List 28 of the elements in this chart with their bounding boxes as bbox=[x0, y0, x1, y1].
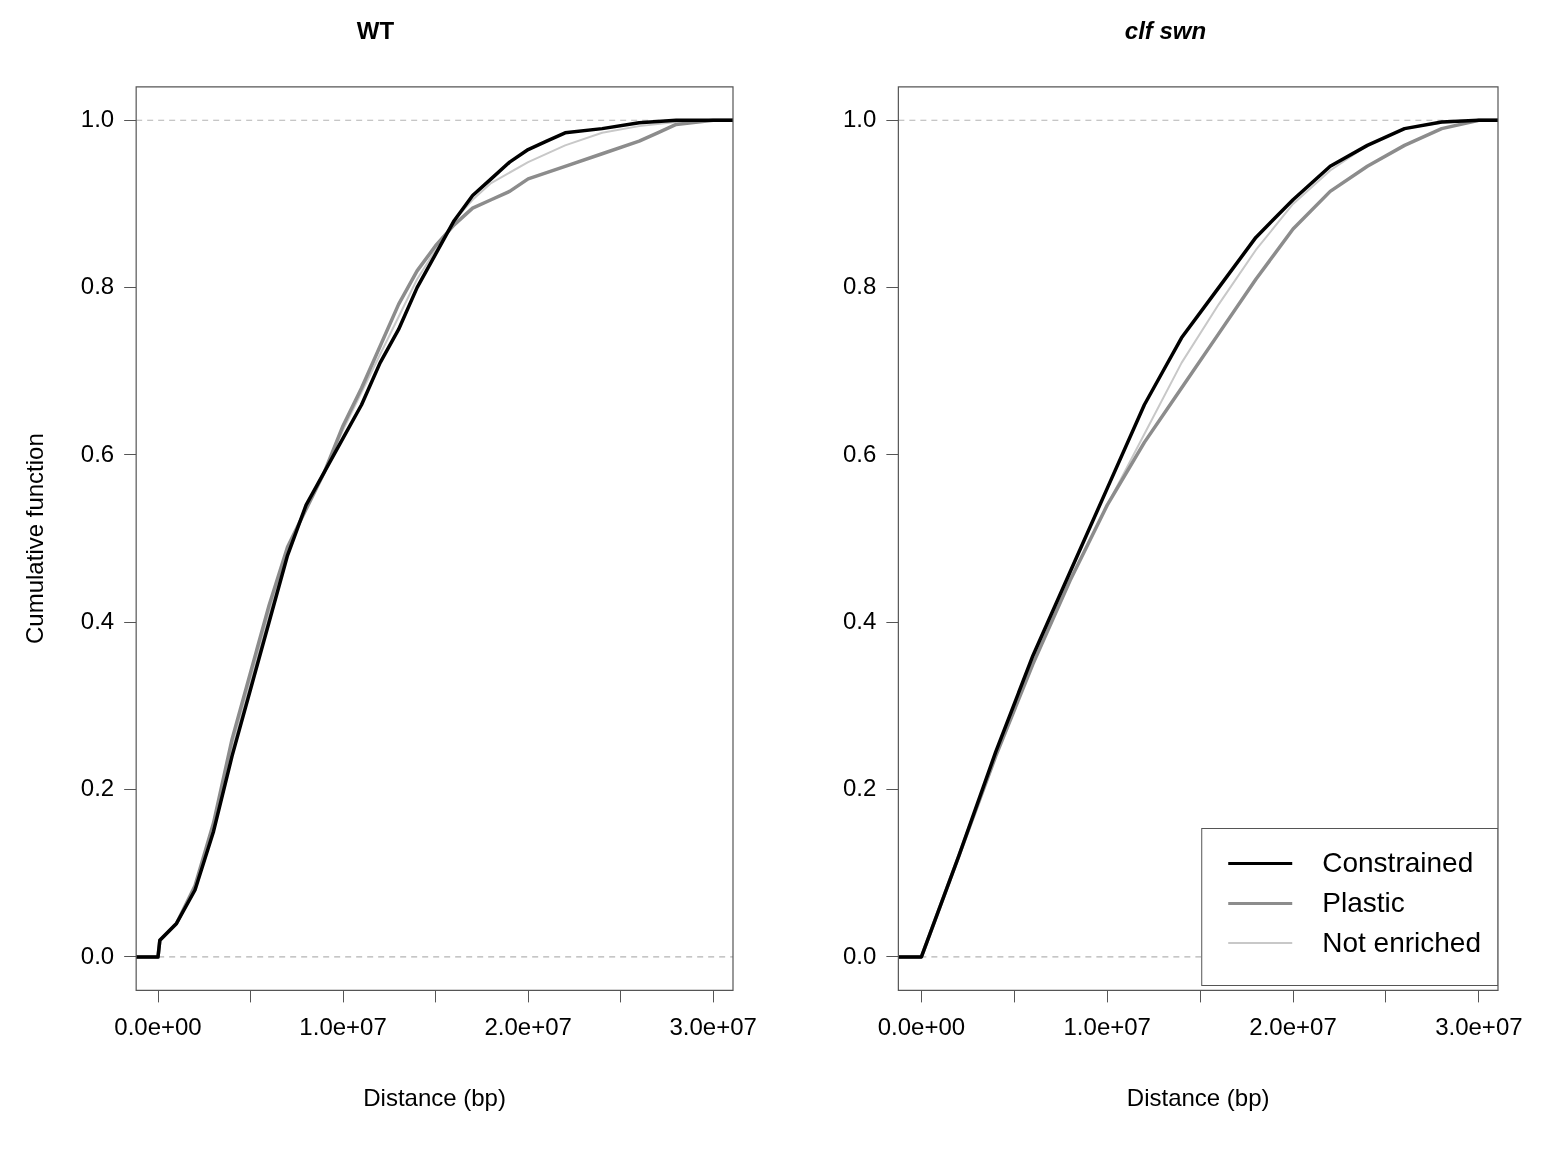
y-tick-label: 0.8 bbox=[80, 272, 115, 300]
y-tick-label: 0.4 bbox=[80, 606, 115, 634]
y-tick-label: 0.6 bbox=[80, 439, 115, 467]
x-tick-label: 2.0e+07 bbox=[1249, 1013, 1337, 1041]
y-tick-label: 0.2 bbox=[80, 774, 115, 802]
x-tick-label: 3.0e+07 bbox=[669, 1013, 757, 1041]
x-tick-label: 1.0e+07 bbox=[1063, 1013, 1151, 1041]
x-tick-label: 3.0e+07 bbox=[1435, 1013, 1523, 1041]
x-axis-title: Distance (bp) bbox=[363, 1084, 506, 1112]
x-tick-label: 0.0e+00 bbox=[114, 1013, 202, 1041]
x-tick-label: 0.0e+00 bbox=[877, 1013, 966, 1041]
chart-title: clf swn bbox=[1124, 17, 1207, 45]
y-tick-label: 0.6 bbox=[842, 439, 877, 467]
y-tick-label: 0.4 bbox=[842, 606, 877, 634]
x-tick-label: 2.0e+07 bbox=[484, 1013, 572, 1041]
y-tick-label: 0.2 bbox=[842, 774, 877, 802]
y-tick-label: 0.0 bbox=[842, 941, 877, 969]
legend-label: Constrained bbox=[1322, 847, 1474, 880]
x-axis-title: Distance (bp) bbox=[1126, 1084, 1270, 1112]
legend-label: Not enriched bbox=[1322, 927, 1481, 960]
y-tick-label: 1.0 bbox=[842, 104, 877, 132]
y-tick-label: 0.8 bbox=[842, 272, 877, 300]
y-tick-label: 0.0 bbox=[80, 941, 115, 969]
y-axis-title: Cumulative function bbox=[21, 433, 49, 644]
legend-label: Plastic bbox=[1322, 887, 1405, 920]
chart-title: WT bbox=[356, 17, 395, 45]
x-tick-label: 1.0e+07 bbox=[299, 1013, 387, 1041]
y-tick-label: 1.0 bbox=[80, 104, 115, 132]
